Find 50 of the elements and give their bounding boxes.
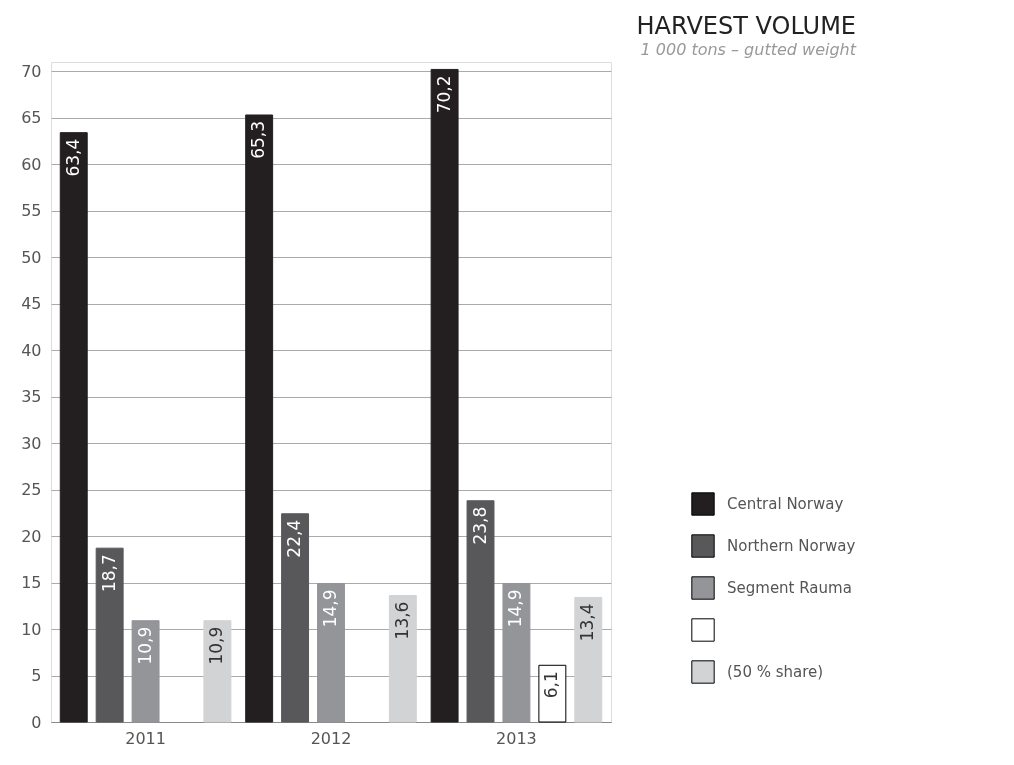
y-tick-label: 25 [21, 480, 42, 500]
bar [245, 114, 274, 723]
legend-label: Central Norway [727, 495, 844, 513]
data-label: 6,1 [541, 671, 562, 699]
bar [430, 68, 459, 723]
legend-label: Segment Rauma [727, 579, 852, 597]
legend-label: Northern Norway [727, 537, 856, 555]
data-label: 13,4 [577, 603, 598, 642]
y-tick-label: 70 [21, 61, 42, 81]
x-tick-label: 2013 [496, 728, 537, 748]
y-tick-label: 50 [21, 247, 42, 267]
text: HARVEST VOLUME [636, 12, 856, 40]
data-label: 13,6 [391, 601, 412, 640]
y-tick-label: 30 [21, 433, 42, 453]
data-label: 70,2 [433, 75, 454, 114]
data-label: 14,9 [505, 589, 526, 628]
text: 1 000 tons – gutted weight [640, 40, 857, 59]
bar [95, 547, 124, 723]
y-tick-label: 0 [31, 712, 42, 732]
y-tick-label: 55 [21, 201, 42, 221]
data-label: 14,9 [320, 589, 340, 628]
bar [502, 582, 531, 723]
y-tick-label: 60 [21, 154, 42, 174]
bar [317, 582, 345, 723]
y-tick-label: 20 [21, 526, 42, 546]
y-tick-label: 45 [21, 294, 42, 314]
x-tick-label: 2011 [125, 728, 166, 748]
data-label: 10,9 [134, 626, 155, 665]
bar [574, 596, 603, 723]
bar [538, 664, 567, 723]
y-tick-label: 35 [21, 387, 42, 407]
legend-label: (50 % share) [727, 663, 824, 681]
bar [281, 513, 310, 723]
bar [203, 620, 232, 723]
data-label: 23,8 [469, 506, 490, 545]
bar [131, 620, 160, 723]
data-label: 18,7 [98, 554, 119, 593]
data-label: 10,9 [206, 626, 227, 665]
data-label: 65,3 [248, 120, 269, 159]
bar [466, 500, 495, 723]
bar [59, 132, 88, 723]
data-label: 63,4 [62, 138, 83, 177]
x-tick-label: 2012 [310, 728, 352, 748]
y-tick-label: 15 [21, 573, 42, 593]
bar [388, 595, 417, 723]
y-tick-label: 5 [31, 666, 42, 686]
y-tick-label: 40 [21, 340, 42, 360]
y-tick-label: 65 [21, 108, 42, 128]
data-label: 22,4 [284, 519, 305, 558]
y-tick-label: 10 [21, 619, 42, 639]
